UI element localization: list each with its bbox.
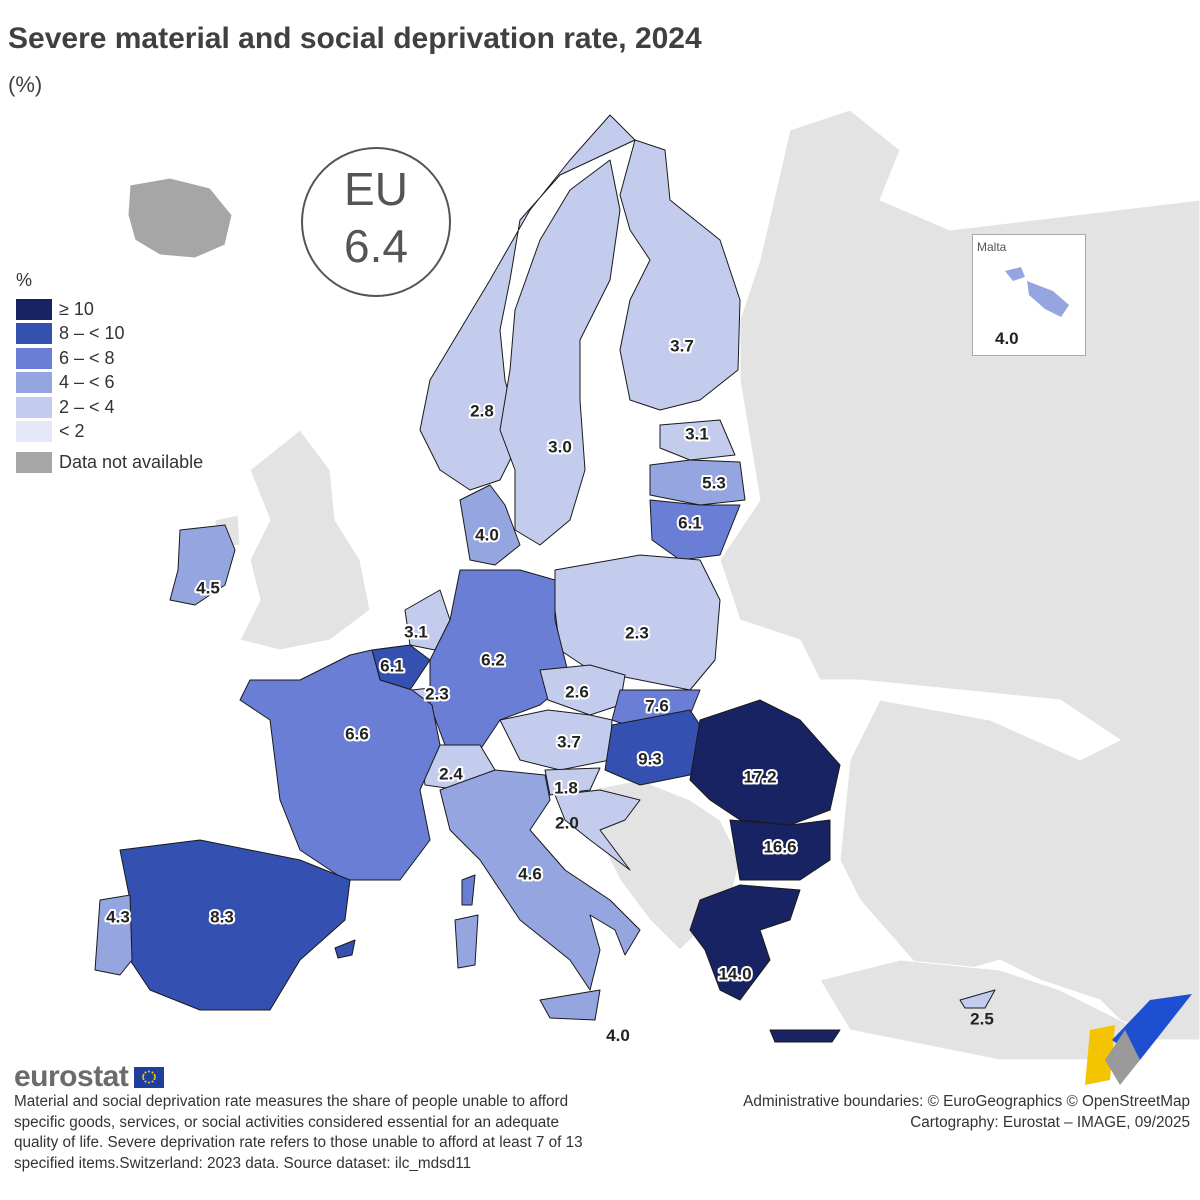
value-label-spain: 8.3 <box>210 907 234 926</box>
legend-swatch <box>16 298 52 320</box>
value-label-croatia: 2.0 <box>555 813 579 832</box>
value-label-denmark: 4.0 <box>475 525 499 544</box>
region-norway <box>419 114 636 491</box>
legend-swatch <box>16 347 52 369</box>
value-label-luxembourg: 2.3 <box>425 684 449 703</box>
value-label-poland: 2.3 <box>625 623 649 642</box>
value-label-malta-mainland: 4.0 <box>606 1026 630 1045</box>
eurostat-corner-mark <box>1085 994 1192 1085</box>
region-austria <box>499 709 613 771</box>
region-romania <box>689 699 841 826</box>
malta-inset-value: 4.0 <box>995 329 1019 348</box>
page-title: Severe material and social deprivation r… <box>8 22 702 55</box>
legend-item: 4 – < 6 <box>16 371 203 396</box>
legend-swatch-na <box>16 451 52 473</box>
legend-title: % <box>16 270 33 290</box>
legend-item: ≥ 10 <box>16 297 203 322</box>
region-balearic <box>334 939 356 959</box>
eurostat-logo-text: eurostat <box>14 1060 129 1093</box>
page-unit: (%) <box>8 72 43 97</box>
legend: % ≥ 10 8 – < 10 6 – < 8 4 – < 6 2 – < 4 … <box>16 270 203 475</box>
credits: Administrative boundaries: © EuroGeograp… <box>743 1092 1190 1133</box>
value-label-germany: 6.2 <box>481 650 505 669</box>
region-estonia <box>659 419 736 461</box>
legend-swatch <box>16 421 52 443</box>
value-label-belgium: 6.1 <box>380 656 404 675</box>
region-denmark <box>459 484 521 566</box>
legend-item: 6 – < 8 <box>16 346 203 371</box>
region-italy <box>439 769 641 991</box>
legend-label: < 2 <box>59 421 85 442</box>
region-sardinia <box>454 914 479 969</box>
region-ireland <box>169 524 236 606</box>
legend-label: ≥ 10 <box>59 298 94 319</box>
malta-shape <box>1005 267 1069 317</box>
value-label-czechia: 2.6 <box>565 682 589 701</box>
region-hungary <box>604 709 711 786</box>
choropleth-regions <box>94 114 996 1043</box>
region-croatia <box>554 789 641 871</box>
value-label-norway: 2.8 <box>470 401 494 420</box>
legend-label: 4 – < 6 <box>59 372 115 393</box>
legend-swatch <box>16 323 52 345</box>
legend-item: 8 – < 10 <box>16 322 203 347</box>
value-label-portugal: 4.3 <box>106 907 130 926</box>
region-corsica <box>461 874 476 906</box>
legend-item-na: Data not available <box>16 450 203 475</box>
value-label-slovenia: 1.8 <box>554 778 578 797</box>
value-label-switzerland: 2.4 <box>439 764 463 783</box>
eurostat-logo: eurostat <box>14 1060 165 1094</box>
value-label-slovakia: 7.6 <box>645 696 669 715</box>
credits-cartography: Cartography: Eurostat – IMAGE, 09/2025 <box>910 1113 1190 1131</box>
region-france <box>239 649 441 881</box>
legend-swatch <box>16 372 52 394</box>
eu-badge-line2: 6.4 <box>344 220 408 272</box>
malta-inset-label: Malta <box>977 240 1007 254</box>
value-label-romania: 17.2 <box>743 767 776 786</box>
region-cyprus <box>959 989 996 1009</box>
malta-inset: Malta 4.0 <box>972 234 1086 356</box>
eu-badge-line1: EU <box>344 163 408 215</box>
region-iceland <box>127 177 233 259</box>
credits-boundaries: Administrative boundaries: © EuroGeograp… <box>743 1093 1190 1110</box>
value-label-greece: 14.0 <box>718 964 751 983</box>
region-bulgaria <box>729 819 831 881</box>
value-label-austria: 3.7 <box>557 732 581 751</box>
region-sicily <box>539 989 601 1021</box>
eu-badge: EU 6.4 <box>301 147 451 297</box>
legend-label: 6 – < 8 <box>59 347 115 368</box>
value-label-hungary: 9.3 <box>638 749 662 768</box>
value-labels: 17.2 16.6 14.0 9.3 8.3 7.6 6.6 6.2 6.1 6.1 5.3 4.6 4… <box>104 334 994 1045</box>
region-finland <box>619 139 741 411</box>
value-label-france: 6.6 <box>345 724 369 743</box>
region-latvia <box>649 459 746 506</box>
value-label-ireland: 4.5 <box>196 578 220 597</box>
region-spain <box>119 839 351 1011</box>
value-label-lithuania: 6.1 <box>678 513 702 532</box>
region-lithuania <box>649 499 741 561</box>
region-slovenia <box>544 767 601 796</box>
legend-label-na: Data not available <box>59 451 204 472</box>
region-crete <box>769 1029 841 1043</box>
legend-label: 2 – < 4 <box>59 396 115 417</box>
value-label-bulgaria: 16.6 <box>763 837 796 856</box>
region-portugal <box>94 894 133 976</box>
value-label-finland: 3.7 <box>670 336 694 355</box>
legend-item: < 2 <box>16 420 203 445</box>
footnote: Material and social deprivation rate mea… <box>14 1093 583 1172</box>
legend-swatch <box>16 396 52 418</box>
value-label-italy: 4.6 <box>518 864 542 883</box>
legend-label: 8 – < 10 <box>59 323 125 344</box>
value-label-sweden: 3.0 <box>548 437 572 456</box>
value-label-cyprus: 2.5 <box>970 1009 994 1028</box>
eu-flag-icon <box>134 1066 165 1088</box>
region-uk-gb <box>239 429 371 651</box>
value-label-estonia: 3.1 <box>685 424 709 443</box>
region-sweden <box>499 159 621 546</box>
region-greece <box>689 884 801 1001</box>
value-label-netherlands: 3.1 <box>404 622 428 641</box>
value-label-latvia: 5.3 <box>702 473 726 492</box>
legend-item: 2 – < 4 <box>16 395 203 420</box>
